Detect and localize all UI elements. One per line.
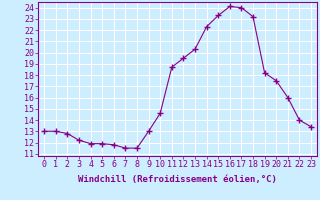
X-axis label: Windchill (Refroidissement éolien,°C): Windchill (Refroidissement éolien,°C) bbox=[78, 175, 277, 184]
